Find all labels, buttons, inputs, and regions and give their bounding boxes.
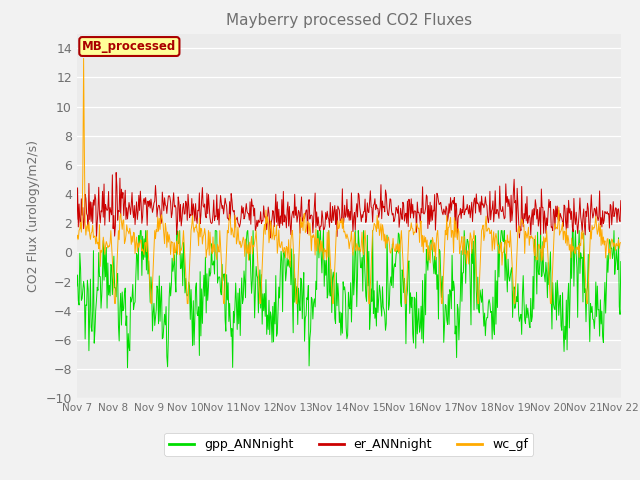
Text: MB_processed: MB_processed — [82, 40, 177, 53]
Legend: gpp_ANNnight, er_ANNnight, wc_gf: gpp_ANNnight, er_ANNnight, wc_gf — [164, 433, 533, 456]
Y-axis label: CO2 Flux (urology/m2/s): CO2 Flux (urology/m2/s) — [27, 140, 40, 292]
Title: Mayberry processed CO2 Fluxes: Mayberry processed CO2 Fluxes — [226, 13, 472, 28]
